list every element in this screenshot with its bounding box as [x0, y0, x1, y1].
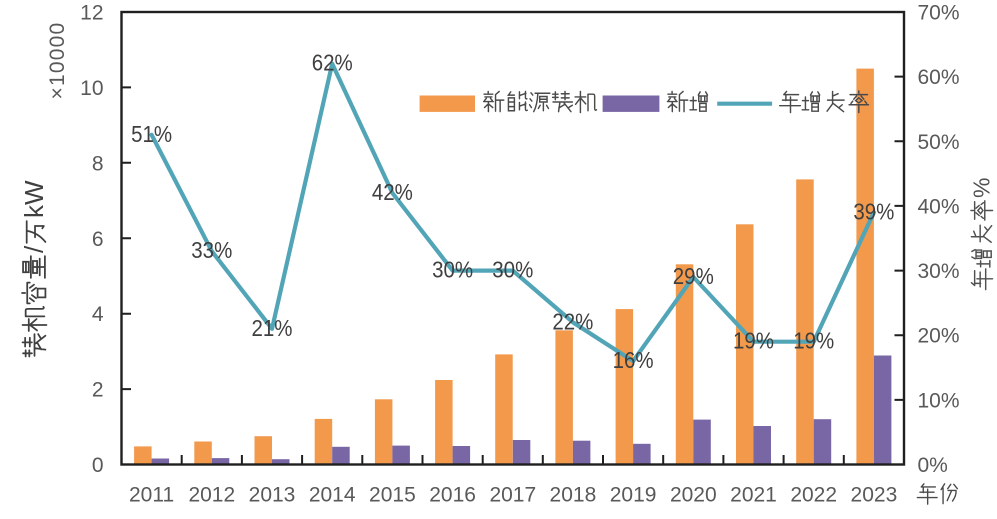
- svg-text:2022: 2022: [790, 484, 837, 507]
- svg-text:30%: 30%: [918, 260, 960, 283]
- svg-text:2019: 2019: [610, 484, 657, 507]
- svg-text:%: %: [969, 178, 995, 198]
- svg-text:12: 12: [80, 2, 103, 25]
- svg-text:22%: 22%: [552, 308, 593, 334]
- svg-text:10: 10: [80, 77, 103, 100]
- svg-text:2020: 2020: [670, 484, 717, 507]
- svg-text:2014: 2014: [309, 484, 356, 507]
- svg-text:2016: 2016: [429, 484, 476, 507]
- svg-text:2023: 2023: [851, 484, 898, 507]
- svg-text:60%: 60%: [918, 66, 960, 89]
- svg-text:2017: 2017: [489, 484, 536, 507]
- svg-text:42%: 42%: [372, 179, 413, 205]
- svg-text:30%: 30%: [432, 257, 473, 283]
- svg-text:2018: 2018: [550, 484, 597, 507]
- svg-text:2012: 2012: [188, 484, 235, 507]
- svg-text:62%: 62%: [312, 50, 353, 76]
- svg-text:10%: 10%: [918, 389, 960, 412]
- svg-text:6: 6: [92, 228, 104, 251]
- svg-text:2013: 2013: [249, 484, 296, 507]
- svg-text:30%: 30%: [492, 257, 533, 283]
- svg-text:16%: 16%: [613, 347, 654, 373]
- svg-text:33%: 33%: [191, 237, 232, 263]
- svg-text:40%: 40%: [918, 195, 960, 218]
- svg-text:kW: kW: [19, 180, 49, 218]
- svg-text:19%: 19%: [733, 328, 774, 354]
- svg-text:0: 0: [92, 454, 104, 477]
- svg-text:2: 2: [92, 379, 104, 402]
- svg-text:50%: 50%: [918, 131, 960, 154]
- svg-text:21%: 21%: [252, 315, 293, 341]
- svg-text:39%: 39%: [853, 198, 894, 224]
- svg-text:20%: 20%: [918, 325, 960, 348]
- svg-text:/: /: [19, 245, 49, 253]
- svg-text:19%: 19%: [793, 328, 834, 354]
- svg-text:8: 8: [92, 152, 104, 175]
- svg-text:2021: 2021: [730, 484, 777, 507]
- svg-text:×10000: ×10000: [46, 22, 69, 100]
- svg-text:0%: 0%: [918, 454, 948, 477]
- svg-text:29%: 29%: [673, 263, 714, 289]
- svg-text:70%: 70%: [918, 2, 960, 25]
- svg-text:51%: 51%: [131, 121, 172, 147]
- svg-text:2011: 2011: [129, 484, 174, 507]
- svg-text:2015: 2015: [369, 484, 416, 507]
- svg-text:4: 4: [92, 303, 104, 326]
